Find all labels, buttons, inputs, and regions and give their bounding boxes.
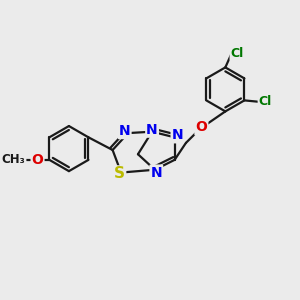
Text: N: N — [151, 166, 162, 179]
Text: N: N — [172, 128, 183, 142]
Text: O: O — [195, 121, 207, 134]
Text: Cl: Cl — [231, 47, 244, 60]
Text: N: N — [146, 123, 158, 137]
Text: CH₃: CH₃ — [2, 153, 26, 167]
Text: O: O — [32, 153, 44, 167]
Text: Cl: Cl — [259, 95, 272, 108]
Text: N: N — [119, 124, 130, 138]
Text: S: S — [114, 167, 125, 182]
